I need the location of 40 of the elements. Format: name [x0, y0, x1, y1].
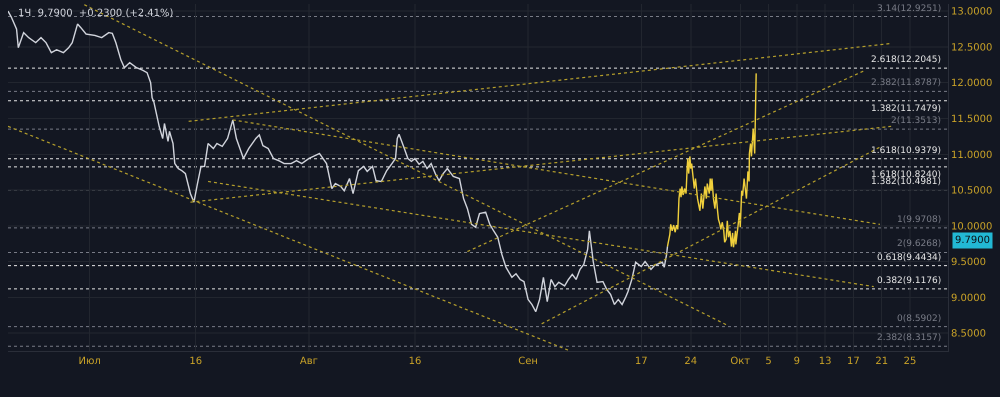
ref-line-label: 3.14(12.9251) [877, 4, 942, 14]
x-tick-label: 16 [189, 356, 202, 367]
text: 9.7900 [955, 235, 990, 246]
x-tick-label: 25 [904, 356, 916, 367]
ref-line-label: 2.382(11.8787) [871, 78, 942, 88]
x-tick-label: Июл [78, 356, 101, 367]
x-tick-label: Сен [518, 356, 538, 367]
x-tick-label: 17 [634, 356, 648, 367]
ref-line-label: 1.382(11.7479) [871, 104, 942, 114]
x-tick-label: 9 [794, 356, 800, 367]
x-tick-label: Окт [730, 356, 750, 367]
ref-line-label: 0.618(9.4434) [877, 253, 942, 263]
x-tick-label: Авг [300, 356, 318, 367]
y-tick-label: 8.5000 [951, 328, 986, 340]
y-tick-label: 11.0000 [951, 150, 992, 161]
y-tick-label: 12.5000 [951, 42, 992, 54]
ref-line-label: 0.382(9.1176) [877, 276, 942, 286]
x-tick-label: 16 [408, 356, 422, 367]
ref-line-label: 2(9.6268) [897, 239, 942, 249]
ref-line-label: 1(9.9708) [897, 215, 942, 225]
y-tick-label: 10.5000 [951, 186, 992, 197]
x-tick-label: 24 [684, 356, 698, 367]
x-tick-label: 17 [847, 356, 860, 367]
y-tick-label: 10.0000 [951, 221, 992, 232]
y-tick-label: 11.5000 [951, 114, 992, 125]
ref-line-label: 0(8.5902) [897, 314, 942, 324]
ref-line-label: 1.382(10.4981) [871, 177, 942, 187]
ref-line-label: 2(11.3513) [891, 116, 941, 126]
y-tick-label: 12.0000 [951, 78, 992, 90]
chart-title: 1Ч 9.7900 +0.2300 (+2.41%) [18, 8, 174, 19]
ref-line-label: 1.618(10.8240) [871, 170, 942, 180]
y-tick-label: 9.0000 [951, 292, 986, 304]
ref-line-label: 1.618(10.9379) [871, 146, 942, 156]
y-tick-label: 9.5000 [951, 257, 986, 268]
x-tick-label: 5 [765, 356, 772, 367]
ref-line-label: 2.618(12.2045) [871, 55, 942, 65]
y-tick-label: 13.0000 [951, 6, 992, 18]
x-tick-label: 21 [875, 356, 888, 367]
x-tick-label: 13 [818, 356, 832, 367]
ref-line-label: 2.382(8.3157) [877, 333, 942, 343]
